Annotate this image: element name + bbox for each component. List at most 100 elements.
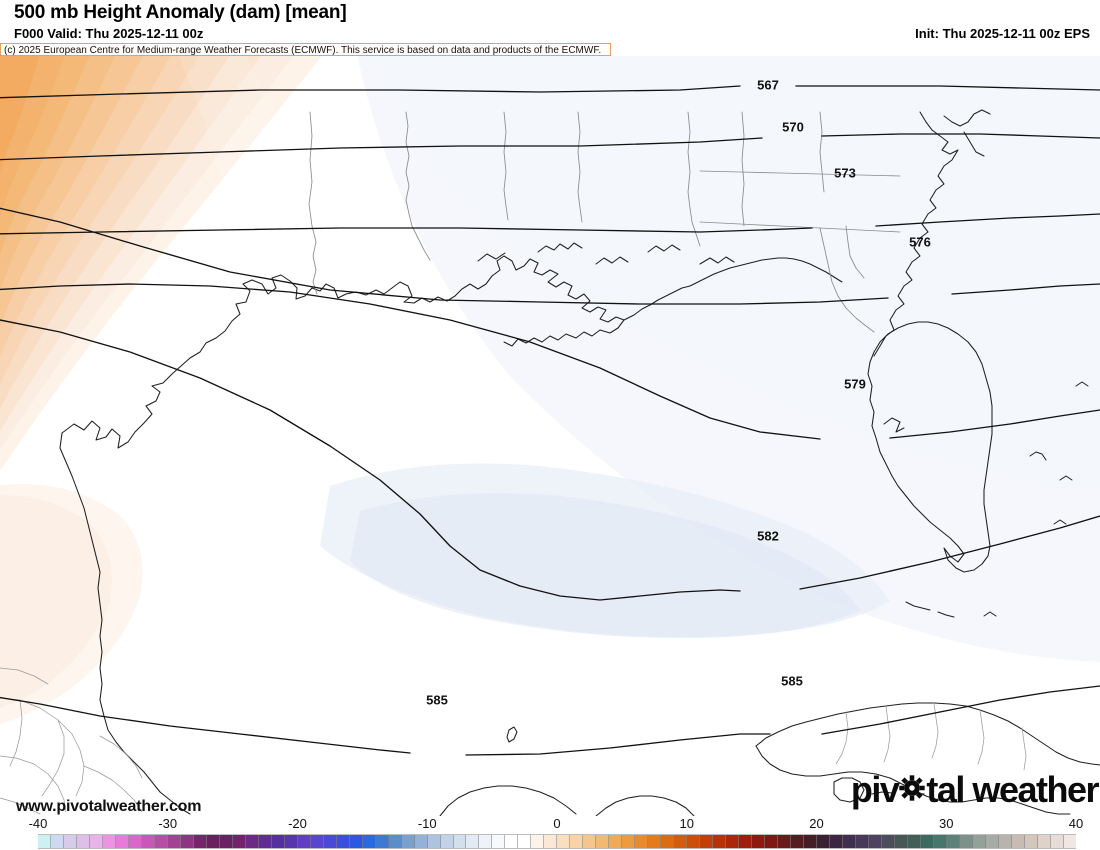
colorbar-swatch (557, 835, 571, 848)
colorbar-swatch (791, 835, 805, 848)
init-time-label: Init: Thu 2025-12-11 00z EPS (915, 26, 1090, 41)
colorbar-swatch (674, 835, 688, 848)
colorbar-tick-label: 40 (1068, 816, 1084, 831)
colorbar-swatch (804, 835, 818, 848)
colorbar-swatch (323, 835, 337, 848)
colorbar-swatch (726, 835, 740, 848)
colorbar-tick-label: 30 (939, 816, 954, 831)
contour-label: 576 (909, 235, 931, 250)
colorbar-swatch (713, 835, 727, 848)
colorbar-swatch (492, 835, 506, 848)
colorbar-swatch (531, 835, 545, 848)
attribution-notice: (c) 2025 European Centre for Medium-rang… (0, 43, 611, 56)
colorbar-swatch (972, 835, 986, 848)
header-bar: 500 mb Height Anomaly (dam) [mean] F000 … (0, 0, 1100, 42)
colorbar-tick-label: -20 (288, 816, 307, 831)
logo-text-before: piv (850, 769, 900, 810)
colorbar-swatch (401, 835, 415, 848)
colorbar-swatch (1024, 835, 1038, 848)
colorbar-swatch (440, 835, 454, 848)
colorbar-tick-label: 10 (679, 816, 694, 831)
colorbar-swatch (63, 835, 77, 848)
colorbar-swatch (427, 835, 441, 848)
colorbar-swatch (959, 835, 973, 848)
colorbar-swatch (648, 835, 662, 848)
colorbar-swatch (336, 835, 350, 848)
contour-label: 570 (782, 120, 804, 135)
colorbar-swatch (284, 835, 298, 848)
colorbar-swatch (894, 835, 908, 848)
colorbar-swatch (375, 835, 389, 848)
colorbar-swatch (141, 835, 155, 848)
colorbar-tick-label: -30 (158, 816, 178, 831)
colorbar-swatch (570, 835, 584, 848)
colorbar-swatch (219, 835, 233, 848)
colorbar-swatch (167, 835, 181, 848)
contour-label: 567 (757, 78, 779, 93)
contour-label: 585 (781, 674, 803, 689)
contour-label: 573 (834, 166, 856, 181)
colorbar-swatch (635, 835, 649, 848)
page-title: 500 mb Height Anomaly (dam) [mean] (14, 2, 347, 23)
colorbar-swatch (154, 835, 168, 848)
coastlines-layer (0, 109, 1100, 816)
colorbar-swatch (700, 835, 714, 848)
colorbar-swatch (609, 835, 623, 848)
colorbar-swatch (38, 835, 51, 848)
colorbar-swatch (985, 835, 999, 848)
colorbar[interactable]: -40 -30 -20 -10 0 10 20 30 40 (0, 816, 1100, 850)
colorbar-swatch (76, 835, 90, 848)
colorbar-swatch (1050, 835, 1064, 848)
colorbar-swatch (830, 835, 844, 848)
map-canvas[interactable]: 567 570 573 576 579 582 585 585 (0, 56, 1100, 816)
colorbar-swatch (920, 835, 934, 848)
colorbar-swatch (843, 835, 857, 848)
colorbar-swatch (998, 835, 1012, 848)
logo-text-after: tal weather (926, 769, 1099, 810)
colorbar-swatch (206, 835, 220, 848)
colorbar-swatch (453, 835, 467, 848)
height-contours-layer (0, 85, 1100, 756)
colorbar-swatch (388, 835, 402, 848)
valid-time-label: F000 Valid: Thu 2025-12-11 00z (14, 26, 204, 41)
colorbar-swatch (362, 835, 376, 848)
colorbar-swatch (466, 835, 480, 848)
colorbar-swatch (907, 835, 921, 848)
colorbar-swatch (946, 835, 960, 848)
contour-label: 582 (757, 529, 779, 544)
colorbar-swatch (232, 835, 246, 848)
colorbar-tick-label: -10 (417, 816, 437, 831)
colorbar-swatch (544, 835, 558, 848)
colorbar-swatch (687, 835, 701, 848)
gear-sun-icon (898, 774, 926, 807)
colorbar-strip[interactable] (38, 834, 1076, 849)
colorbar-swatch (258, 835, 272, 848)
colorbar-swatch (869, 835, 882, 848)
colorbar-swatch (180, 835, 194, 848)
contour-label: 585 (426, 693, 448, 708)
colorbar-swatch (1011, 835, 1025, 848)
colorbar-swatch (349, 835, 363, 848)
anomaly-shading-layer (0, 56, 1100, 816)
colorbar-tick-label: 0 (553, 816, 561, 831)
colorbar-swatch (128, 835, 142, 848)
colorbar-swatch (933, 835, 947, 848)
pivotal-weather-logo: piv ta (850, 769, 1100, 810)
colorbar-swatch (583, 835, 597, 848)
colorbar-swatch (89, 835, 103, 848)
colorbar-swatch (115, 835, 129, 848)
contour-labels-layer: 567 570 573 576 579 582 585 585 (426, 78, 931, 708)
colorbar-swatch (739, 835, 753, 848)
colorbar-tick-labels: -40 -30 -20 -10 0 10 20 30 40 (0, 816, 1100, 832)
colorbar-swatch (271, 835, 285, 848)
colorbar-swatch (778, 835, 792, 848)
colorbar-swatch (596, 835, 610, 848)
colorbar-tick-label: 20 (809, 816, 824, 831)
colorbar-swatch (752, 835, 766, 848)
website-url: www.pivotalweather.com (16, 798, 202, 815)
colorbar-swatch (765, 835, 779, 848)
colorbar-swatch (102, 835, 116, 848)
colorbar-swatch (881, 835, 895, 848)
colorbar-swatch (193, 835, 207, 848)
